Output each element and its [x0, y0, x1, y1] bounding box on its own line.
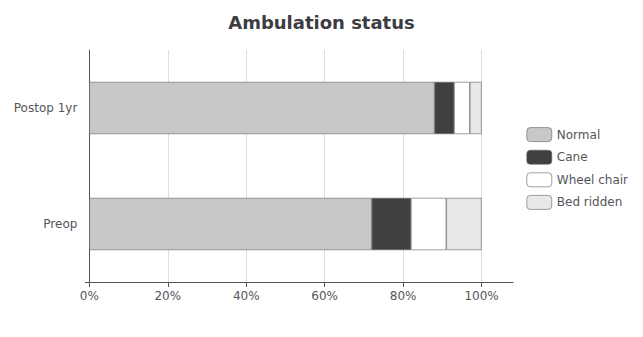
svg-text:0%: 0% — [80, 289, 99, 303]
svg-text:Normal: Normal — [557, 128, 600, 142]
svg-text:Bed ridden: Bed ridden — [557, 195, 623, 209]
svg-text:Cane: Cane — [557, 150, 588, 164]
svg-text:80%: 80% — [390, 289, 417, 303]
svg-text:40%: 40% — [233, 289, 260, 303]
svg-text:100%: 100% — [464, 289, 498, 303]
svg-text:Preop: Preop — [43, 217, 77, 231]
svg-text:60%: 60% — [311, 289, 338, 303]
svg-text:20%: 20% — [154, 289, 181, 303]
svg-text:Ambulation status: Ambulation status — [228, 12, 415, 33]
svg-text:Wheel chair: Wheel chair — [557, 173, 628, 187]
svg-text:Postop 1yr: Postop 1yr — [14, 101, 78, 115]
